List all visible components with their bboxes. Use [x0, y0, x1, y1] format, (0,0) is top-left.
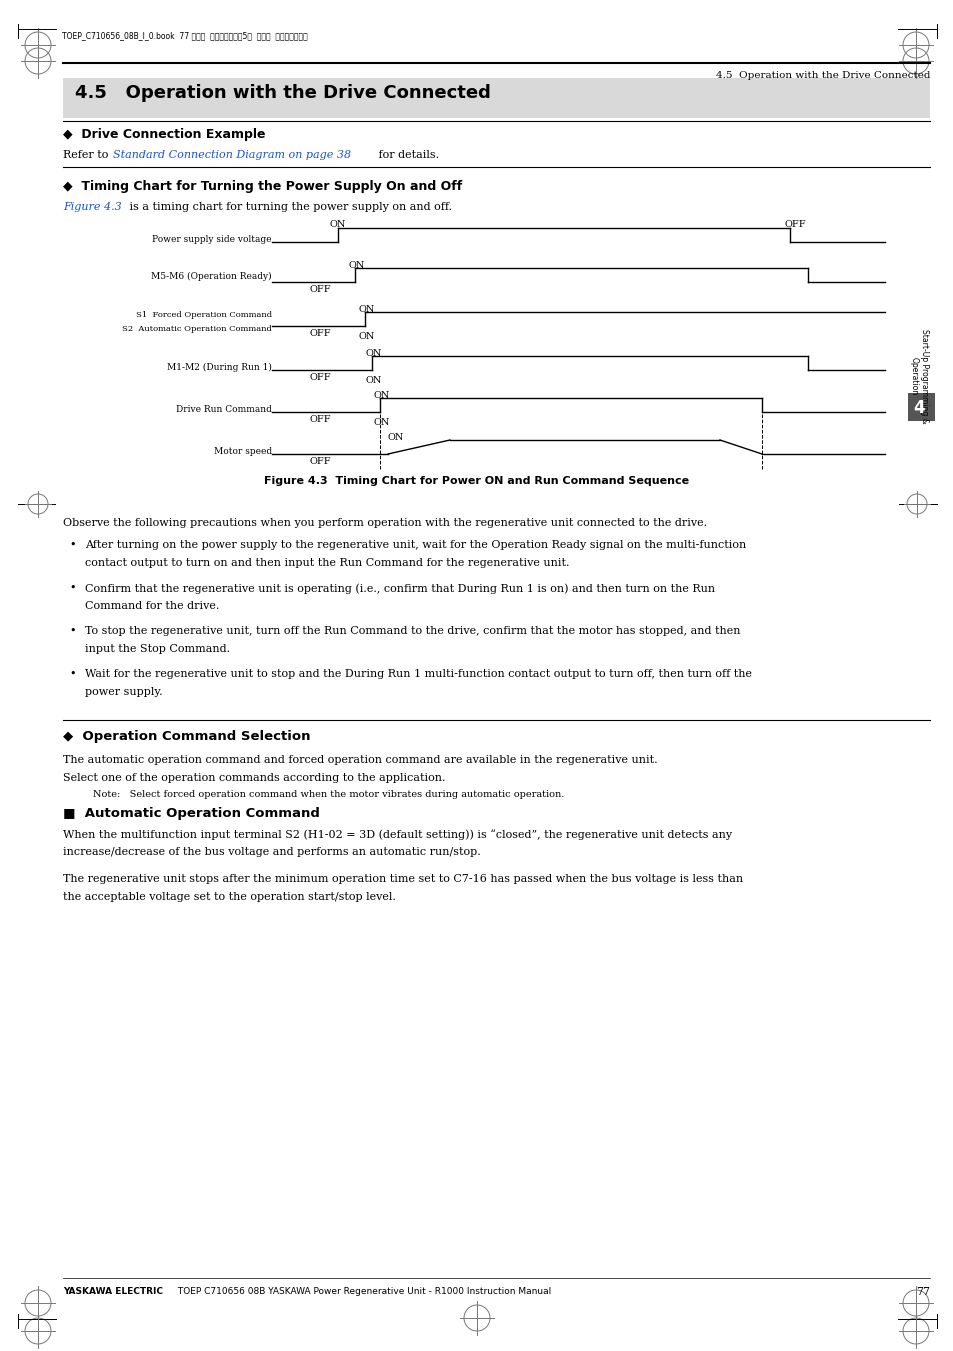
Text: ◆  Drive Connection Example: ◆ Drive Connection Example	[63, 128, 265, 141]
Text: ON: ON	[388, 434, 404, 442]
Text: 4: 4	[913, 399, 924, 417]
Text: After turning on the power supply to the regenerative unit, wait for the Operati: After turning on the power supply to the…	[85, 540, 745, 550]
Text: Refer to: Refer to	[63, 150, 112, 159]
Text: ◆  Timing Chart for Turning the Power Supply On and Off: ◆ Timing Chart for Turning the Power Sup…	[63, 180, 462, 193]
Text: OFF: OFF	[310, 373, 332, 382]
Text: ON: ON	[358, 305, 375, 313]
Text: Start-Up Programming &
Operation: Start-Up Programming & Operation	[909, 328, 928, 423]
Text: Figure 4.3: Figure 4.3	[63, 203, 122, 212]
Text: S2  Automatic Operation Command: S2 Automatic Operation Command	[122, 326, 272, 332]
Text: ON: ON	[349, 261, 365, 270]
Text: The automatic operation command and forced operation command are available in th: The automatic operation command and forc…	[63, 755, 657, 765]
Text: •: •	[69, 626, 75, 636]
Text: Standard Connection Diagram on page 38: Standard Connection Diagram on page 38	[112, 150, 351, 159]
Bar	[63, 78, 929, 118]
Text: ON: ON	[365, 376, 382, 385]
Text: •: •	[69, 669, 75, 680]
Text: for details.: for details.	[375, 150, 438, 159]
Text: Drive Run Command: Drive Run Command	[176, 405, 272, 413]
Text: OFF: OFF	[783, 220, 805, 230]
Text: •: •	[69, 584, 75, 593]
Text: ◆  Operation Command Selection: ◆ Operation Command Selection	[63, 730, 310, 743]
Text: The regenerative unit stops after the minimum operation time set to C7-16 has pa: The regenerative unit stops after the mi…	[63, 874, 742, 884]
Text: TOEP C710656 08B YASKAWA Power Regenerative Unit - R1000 Instruction Manual: TOEP C710656 08B YASKAWA Power Regenerat…	[174, 1288, 551, 1296]
Text: input the Stop Command.: input the Stop Command.	[85, 643, 230, 654]
Text: is a timing chart for turning the power supply on and off.: is a timing chart for turning the power …	[126, 203, 452, 212]
Text: 4.5   Operation with the Drive Connected: 4.5 Operation with the Drive Connected	[75, 84, 491, 101]
Text: power supply.: power supply.	[85, 686, 162, 697]
Text: 4.5  Operation with the Drive Connected: 4.5 Operation with the Drive Connected	[715, 72, 929, 80]
Text: ON: ON	[358, 332, 375, 340]
Text: 77: 77	[915, 1288, 929, 1297]
Text: S1  Forced Operation Command: S1 Forced Operation Command	[135, 311, 272, 319]
Text: OFF: OFF	[310, 457, 332, 466]
Text: To stop the regenerative unit, turn off the Run Command to the drive, confirm th: To stop the regenerative unit, turn off …	[85, 626, 740, 636]
Text: Observe the following precautions when you perform operation with the regenerati: Observe the following precautions when y…	[63, 517, 706, 528]
Bar	[907, 393, 934, 422]
Text: Power supply side voltage: Power supply side voltage	[152, 235, 272, 245]
Text: ON: ON	[374, 390, 390, 400]
Text: Command for the drive.: Command for the drive.	[85, 600, 219, 611]
Text: Wait for the regenerative unit to stop and the During Run 1 multi-function conta: Wait for the regenerative unit to stop a…	[85, 669, 751, 680]
Text: the acceptable voltage set to the operation start/stop level.: the acceptable voltage set to the operat…	[63, 892, 395, 901]
Text: Confirm that the regenerative unit is operating (i.e., confirm that During Run 1: Confirm that the regenerative unit is op…	[85, 584, 715, 593]
Text: M5-M6 (Operation Ready): M5-M6 (Operation Ready)	[152, 272, 272, 281]
Text: TOEP_C710656_08B_I_0.book  77 ページ  ２０１５年２月5日  木曜日  午前１０晎７分: TOEP_C710656_08B_I_0.book 77 ページ ２０１５年２月…	[62, 31, 308, 41]
Text: Note:   Select forced operation command when the motor vibrates during automatic: Note: Select forced operation command wh…	[92, 790, 564, 798]
Text: YASKAWA ELECTRIC: YASKAWA ELECTRIC	[63, 1288, 163, 1296]
Text: OFF: OFF	[310, 330, 332, 338]
Text: ON: ON	[330, 220, 346, 230]
Text: Select one of the operation commands according to the application.: Select one of the operation commands acc…	[63, 773, 445, 784]
Text: Motor speed: Motor speed	[213, 447, 272, 457]
Text: ■  Automatic Operation Command: ■ Automatic Operation Command	[63, 807, 319, 820]
Text: M1-M2 (During Run 1): M1-M2 (During Run 1)	[167, 363, 272, 372]
Text: OFF: OFF	[310, 285, 332, 295]
Text: ON: ON	[365, 349, 382, 358]
Text: Figure 4.3  Timing Chart for Power ON and Run Command Sequence: Figure 4.3 Timing Chart for Power ON and…	[264, 476, 689, 486]
Text: increase/decrease of the bus voltage and performs an automatic run/stop.: increase/decrease of the bus voltage and…	[63, 847, 480, 857]
Text: •: •	[69, 540, 75, 550]
Text: ON: ON	[374, 417, 390, 427]
Text: When the multifunction input terminal S2 (H1-02 = 3D (default setting)) is “clos: When the multifunction input terminal S2…	[63, 830, 731, 840]
Text: OFF: OFF	[310, 415, 332, 424]
Text: contact output to turn on and then input the Run Command for the regenerative un: contact output to turn on and then input…	[85, 558, 569, 567]
